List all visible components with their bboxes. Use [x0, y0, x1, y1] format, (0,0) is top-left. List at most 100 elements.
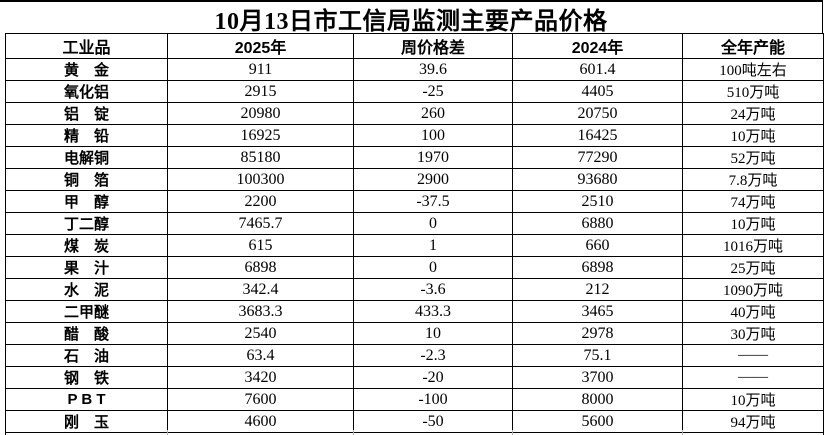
price-2025-cell: 615 [167, 234, 354, 257]
price-2024-cell: 20750 [512, 102, 683, 125]
table-row: 丁二醇 7465.7 0 6880 10万吨 [5, 212, 824, 235]
product-name-cell: P B T [5, 388, 168, 411]
gridline-stub [512, 430, 513, 435]
annual-capacity-cell: 510万吨 [682, 80, 824, 103]
product-name-cell: 精 铅 [5, 124, 168, 147]
price-2025-cell: 100300 [167, 168, 354, 191]
table-row: 刚 玉 4600 -50 5600 94万吨 [5, 410, 824, 433]
price-2024-cell: 93680 [512, 168, 683, 191]
price-2024-cell: 3465 [512, 300, 683, 323]
week-price-diff-cell: -100 [353, 388, 513, 411]
annual-capacity-cell: 10万吨 [682, 212, 824, 235]
price-2024-cell: 6898 [512, 256, 683, 279]
price-2025-cell: 3683.3 [167, 300, 354, 323]
table-row: 氧化铝 2915 -25 4405 510万吨 [5, 80, 824, 103]
week-price-diff-cell: -37.5 [353, 190, 513, 213]
table-row: 果 汁 6898 0 6898 25万吨 [5, 256, 824, 279]
price-2025-cell: 85180 [167, 146, 354, 169]
product-name-cell: 氧化铝 [5, 80, 168, 103]
price-table: 工业品 2025年 周价格差 2024年 全年产能 黄 金 911 39.6 6… [5, 33, 824, 435]
annual-capacity-cell: —— [682, 344, 824, 367]
gridline-stub [353, 430, 354, 435]
table-row: 精 铅 16925 100 16425 10万吨 [5, 124, 824, 147]
table-row: 铜 箔 100300 2900 93680 7.8万吨 [5, 168, 824, 191]
annual-capacity-cell: 10万吨 [682, 124, 824, 147]
table-row: P B T 7600 -100 8000 10万吨 [5, 388, 824, 411]
table-body: 黄 金 911 39.6 601.4 100吨左右 氧化铝 2915 -25 4… [5, 58, 824, 435]
annual-capacity-cell: 240万吨 [682, 432, 824, 435]
week-price-diff-cell: 100 [353, 124, 513, 147]
price-2025-cell: 342.4 [167, 278, 354, 301]
price-2025-cell: 16925 [167, 124, 354, 147]
table-row: 水 泥 342.4 -3.6 212 1090万吨 [5, 278, 824, 301]
table-row: 石 油 63.4 -2.3 75.1 —— [5, 344, 824, 367]
week-price-diff-cell: 1970 [353, 146, 513, 169]
price-2025-cell: 7465.7 [167, 212, 354, 235]
table-row: 黄 金 911 39.6 601.4 100吨左右 [5, 58, 824, 81]
table-row: 钢 铁 3420 -20 3700 —— [5, 366, 824, 389]
col-header-2024: 2024年 [512, 33, 683, 59]
price-2025-cell: 2540 [167, 322, 354, 345]
week-price-diff-cell: 1 [353, 234, 513, 257]
col-header-industrial-product: 工业品 [5, 33, 168, 59]
week-price-diff-cell: 433.3 [353, 300, 513, 323]
product-name-cell: 醋 酸 [5, 322, 168, 345]
price-2024-cell: 6880 [512, 212, 683, 235]
week-price-diff-cell: -25 [353, 80, 513, 103]
table-row: 铝 锭 20980 260 20750 24万吨 [5, 102, 824, 125]
week-price-diff-cell: 39.6 [353, 58, 513, 81]
gridline-stub [167, 430, 168, 435]
table-row: 煤 炭 615 1 660 1016万吨 [5, 234, 824, 257]
week-price-diff-cell: 2900 [353, 168, 513, 191]
product-name-cell: 石 油 [5, 344, 168, 367]
week-price-diff-cell: -50 [353, 410, 513, 433]
price-2025-cell: 4600 [167, 410, 354, 433]
gridline-stub [682, 430, 683, 435]
price-2025-cell: 6898 [167, 256, 354, 279]
annual-capacity-cell: 94万吨 [682, 410, 824, 433]
col-header-annual-capacity: 全年产能 [682, 33, 824, 59]
price-2025-cell: 911 [167, 58, 354, 81]
product-name-cell: 钢 铁 [5, 366, 168, 389]
price-2025-cell: 2915 [167, 80, 354, 103]
annual-capacity-cell: 30万吨 [682, 322, 824, 345]
annual-capacity-cell: 25万吨 [682, 256, 824, 279]
header-row: 工业品 2025年 周价格差 2024年 全年产能 [5, 33, 824, 59]
price-2024-cell: 4405 [512, 80, 683, 103]
price-2024-cell: 2510 [512, 190, 683, 213]
week-price-diff-cell: 0 [353, 212, 513, 235]
annual-capacity-cell: 52万吨 [682, 146, 824, 169]
week-price-diff-cell: -3.6 [353, 278, 513, 301]
week-price-diff-cell: 10 [353, 322, 513, 345]
table-row: 电解铜 85180 1970 77290 52万吨 [5, 146, 824, 169]
product-name-cell: 铜 箔 [5, 168, 168, 191]
product-name-cell: 丁二醇 [5, 212, 168, 235]
annual-capacity-cell: 1090万吨 [682, 278, 824, 301]
price-2024-cell: 77290 [512, 146, 683, 169]
title-band: 10月13日市工信局监测主要产品价格 [0, 0, 823, 35]
product-name-cell: 电解铜 [5, 146, 168, 169]
product-name-cell: 刚 玉 [5, 410, 168, 433]
product-name-cell: 二甲醚 [5, 300, 168, 323]
price-2024-cell: 601.4 [512, 58, 683, 81]
table-row: 甲 醇 2200 -37.5 2510 74万吨 [5, 190, 824, 213]
col-header-week-price-diff: 周价格差 [353, 33, 513, 59]
week-price-diff-cell: 260 [353, 102, 513, 125]
annual-capacity-cell: 10万吨 [682, 388, 824, 411]
week-price-diff-cell: 0 [353, 256, 513, 279]
annual-capacity-cell: 7.8万吨 [682, 168, 824, 191]
annual-capacity-cell: 40万吨 [682, 300, 824, 323]
price-2025-cell: 20980 [167, 102, 354, 125]
week-price-diff-cell: -2.3 [353, 344, 513, 367]
product-name-cell: 果 汁 [5, 256, 168, 279]
price-2024-cell: 75.1 [512, 344, 683, 367]
table-row: 醋 酸 2540 10 2978 30万吨 [5, 322, 824, 345]
price-2024-cell: 8000 [512, 388, 683, 411]
product-name-cell: 煤 炭 [5, 234, 168, 257]
product-name-cell: 黄 金 [5, 58, 168, 81]
annual-capacity-cell: 74万吨 [682, 190, 824, 213]
table-row: 二甲醚 3683.3 433.3 3465 40万吨 [5, 300, 824, 323]
col-header-2025: 2025年 [167, 33, 354, 59]
price-2024-cell: 3700 [512, 366, 683, 389]
